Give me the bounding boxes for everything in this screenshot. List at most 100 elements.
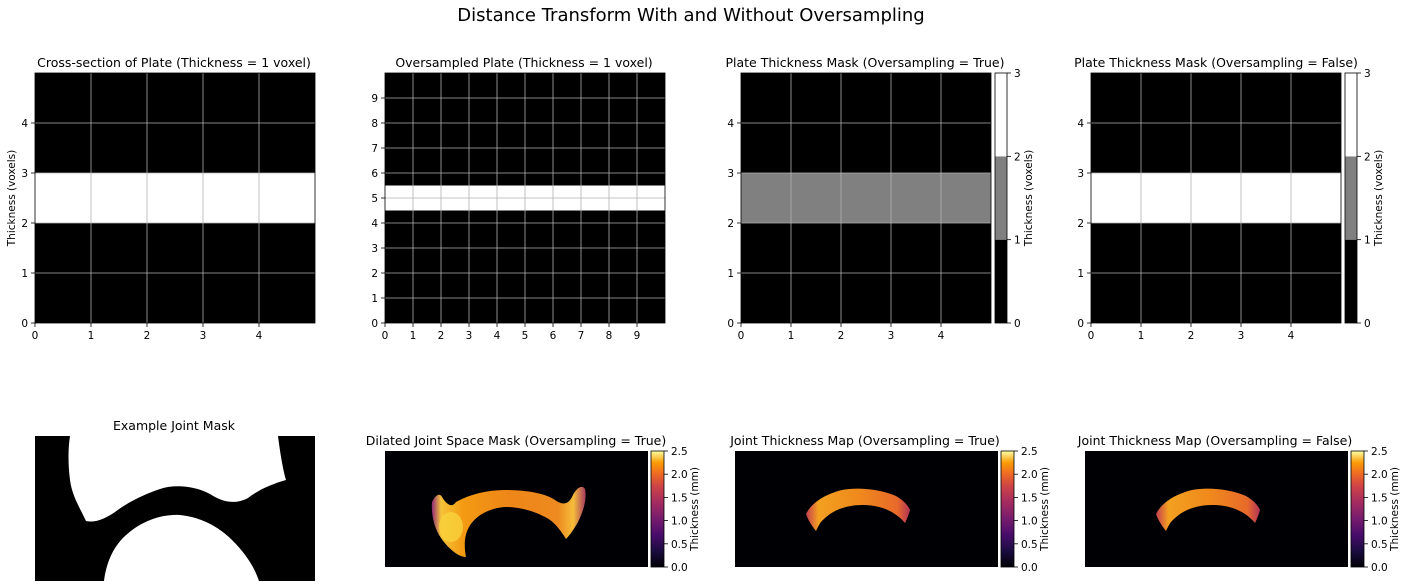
title-oversampled: Oversampled Plate (Thickness = 1 voxel)	[395, 55, 652, 70]
colorbar-gradient	[1000, 450, 1015, 568]
thickness-map-false-background	[1085, 451, 1348, 567]
dilated-mask-image	[385, 451, 648, 567]
colorbar-tick-label: 1.0	[671, 516, 688, 528]
y-tick-label: 0	[1077, 318, 1084, 330]
y-tick-label: 3	[371, 243, 378, 255]
x-tick-label: 4	[494, 330, 501, 342]
y-tick-label: 4	[21, 118, 28, 130]
colorbar-tick-label: 1.5	[1021, 492, 1038, 504]
colorbar-inferno: 0.0 0.5 1.0 1.5 2.0 2.5	[1350, 446, 1388, 574]
colorbar-tick-label: 1.0	[1021, 516, 1038, 528]
y-tick-label: 5	[371, 193, 378, 205]
colorbar-tick-label: 2.0	[671, 469, 688, 481]
joint-mask-upper-bone	[68, 436, 286, 522]
x-tick-label: 6	[550, 330, 557, 342]
plot-frame	[1090, 72, 1342, 324]
x-tick-label: 1	[1138, 330, 1145, 342]
x-tick-label: 8	[606, 330, 613, 342]
x-tick-label: 0	[738, 330, 745, 342]
x-tick-label: 0	[382, 330, 389, 342]
joint-mask-image	[35, 436, 315, 581]
x-tick-label: 5	[522, 330, 529, 342]
x-tick-label: 2	[438, 330, 445, 342]
y-tick-label: 1	[727, 268, 734, 280]
panel-2: 0 1 2 3 4 5 6 7 8 9 0 1 2 3 4 5 6 7 8 9	[371, 72, 666, 342]
title-dilated: Dilated Joint Space Mask (Oversampling =…	[366, 433, 666, 448]
x-tick-label: 4	[938, 330, 945, 342]
cbar-label-mask-false: Thickness (voxels)	[1373, 150, 1385, 247]
colorbar-tick-label: 1.5	[1371, 492, 1388, 504]
y-tick-label: 2	[1077, 218, 1084, 230]
y-tick-label: 2	[727, 218, 734, 230]
x-tick-label: 7	[578, 330, 585, 342]
title-joint-mask: Example Joint Mask	[113, 418, 236, 433]
y-tick-label: 3	[21, 168, 28, 180]
x-tick-label: 3	[1238, 330, 1245, 342]
y-tick-label: 1	[21, 268, 28, 280]
ylabel-cross-section: Thickness (voxels)	[6, 150, 18, 247]
y-tick-label: 4	[371, 218, 378, 230]
plate-band	[1091, 173, 1341, 223]
thickness-map-false-image	[1085, 451, 1348, 567]
y-tick-label: 0	[371, 318, 378, 330]
x-tick-label: 3	[200, 330, 207, 342]
colorbar-tick-label: 3	[1014, 68, 1021, 80]
colorbar-inferno: 0.0 0.5 1.0 1.5 2.0 2.5	[1000, 446, 1038, 574]
x-tick-label: 3	[466, 330, 473, 342]
colorbar-tick-label: 0.5	[1371, 539, 1388, 551]
x-tick-label: 9	[634, 330, 641, 342]
colorbar-tick-label: 0	[1364, 318, 1371, 330]
y-tick-label: 9	[371, 93, 378, 105]
colorbar-tick-label: 2.5	[1371, 446, 1388, 458]
thickness-map-true-background	[735, 451, 998, 567]
colorbar-tick-label: 1	[1014, 235, 1021, 247]
y-tick-label: 1	[1077, 268, 1084, 280]
dilated-mask-background	[385, 451, 648, 567]
y-tick-label: 8	[371, 118, 378, 130]
colorbar-tick-label: 1.0	[1371, 516, 1388, 528]
x-tick-label: 3	[888, 330, 895, 342]
colorbar-tick-label: 0.0	[1021, 562, 1038, 574]
title-map-false: Joint Thickness Map (Oversampling = Fals…	[1077, 433, 1352, 448]
colorbar-tick-label: 3	[1364, 68, 1371, 80]
y-tick-label: 4	[727, 118, 734, 130]
title-mask-false: Plate Thickness Mask (Oversampling = Fal…	[1074, 55, 1358, 70]
x-tick-label: 2	[1188, 330, 1195, 342]
y-tick-label: 7	[371, 143, 378, 155]
colorbar-segment	[995, 156, 1007, 240]
colorbar-tick-label: 2.5	[671, 446, 688, 458]
colorbar-tick-label: 0.5	[1021, 539, 1038, 551]
colorbar-frame	[994, 72, 1008, 324]
colorbar: 0 1 2 3	[1344, 68, 1371, 330]
plot-frame	[740, 72, 992, 324]
colorbar-tick-label: 2	[1364, 151, 1371, 163]
colorbar-segment	[1345, 239, 1357, 323]
colorbar-tick-label: 2.0	[1371, 469, 1388, 481]
cbar-label-map-true: Thickness (mm)	[1039, 467, 1051, 552]
x-tick-label: 1	[788, 330, 795, 342]
y-tick-label: 0	[21, 318, 28, 330]
colorbar-segment	[995, 239, 1007, 323]
x-tick-label: 4	[256, 330, 263, 342]
y-tick-label: 4	[1077, 118, 1084, 130]
cbar-label-dilated: Thickness (mm)	[689, 467, 701, 552]
colorbar-tick-label: 0.0	[1371, 562, 1388, 574]
panel-4: 0 1 2 3 4 0 1 2 3 4 0 1 2 3	[1077, 68, 1370, 342]
y-tick-label: 1	[371, 293, 378, 305]
thickness-map-true-region	[806, 488, 910, 531]
colorbar-gradient	[1350, 450, 1365, 568]
dilated-hotspot-left	[439, 512, 463, 542]
plate-band	[741, 173, 991, 223]
thickness-map-true-image	[735, 451, 998, 567]
dilated-joint-region	[431, 486, 586, 557]
y-tick-label: 0	[727, 318, 734, 330]
figure-title: Distance Transform With and Without Over…	[457, 5, 924, 26]
y-tick-label: 3	[1077, 168, 1084, 180]
plot-frame	[384, 72, 666, 324]
x-tick-label: 2	[838, 330, 845, 342]
title-cross-section: Cross-section of Plate (Thickness = 1 vo…	[37, 55, 311, 70]
joint-mask-lower-bone	[104, 514, 259, 581]
x-tick-label: 1	[410, 330, 417, 342]
title-map-true: Joint Thickness Map (Oversampling = True…	[729, 433, 1000, 448]
plate-band	[35, 173, 315, 223]
